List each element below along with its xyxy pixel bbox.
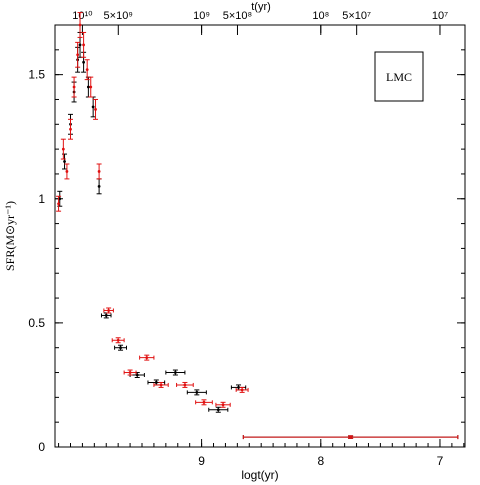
red-data-point <box>60 138 66 160</box>
black-data-point <box>96 178 102 195</box>
red-data-point <box>75 41 81 68</box>
data-layer <box>56 12 459 440</box>
top-tick-label: 10¹⁰ <box>72 10 93 22</box>
marker <box>145 356 149 360</box>
top-tick-label: 10⁷ <box>432 10 448 22</box>
marker <box>72 85 76 89</box>
marker <box>128 371 132 374</box>
red-data-point <box>56 195 62 212</box>
x-axis-label: logt(yr) <box>241 468 278 482</box>
red-data-point <box>242 435 459 440</box>
left-tick-label: 1.5 <box>28 68 45 82</box>
marker <box>173 371 177 374</box>
bottom-tick-label: 7 <box>437 454 444 468</box>
marker <box>63 160 66 163</box>
black-data-point <box>186 389 207 396</box>
red-data-point <box>153 381 169 388</box>
marker <box>97 184 101 188</box>
legend-box <box>374 51 424 102</box>
y-axis-label: SFR(M⊙yr⁻¹) <box>3 201 17 271</box>
red-data-point <box>64 163 70 180</box>
marker <box>202 400 206 404</box>
bottom-tick-label: 9 <box>198 454 205 468</box>
top-tick-label: 10⁸ <box>312 10 329 22</box>
marker <box>94 108 97 111</box>
marker <box>91 105 95 109</box>
red-data-point <box>88 76 94 98</box>
left-tick-label: 1 <box>38 192 45 206</box>
red-data-point <box>111 337 125 344</box>
marker <box>116 338 120 342</box>
red-data-point <box>123 369 137 376</box>
marker <box>82 43 86 47</box>
red-data-point <box>96 163 102 180</box>
marker <box>104 314 108 317</box>
marker <box>240 388 244 392</box>
marker <box>78 23 82 27</box>
red-data-point <box>103 307 114 314</box>
marker <box>237 386 240 389</box>
top-tick-label: 10⁹ <box>193 10 210 22</box>
marker <box>86 85 90 89</box>
top-tick-label: 5×10⁸ <box>223 10 252 22</box>
black-data-point <box>62 153 68 170</box>
red-data-point <box>67 118 73 140</box>
plot-frame <box>54 24 466 448</box>
legend-box-label: LMC <box>386 70 412 84</box>
red-data-point <box>195 399 213 406</box>
red-data-point <box>176 381 194 388</box>
marker <box>97 170 101 173</box>
marker <box>78 43 82 47</box>
marker <box>195 390 199 394</box>
marker <box>82 60 86 64</box>
marker <box>107 309 111 312</box>
red-data-point <box>81 31 87 58</box>
black-data-point <box>100 312 112 319</box>
red-data-point <box>215 401 231 408</box>
red-data-point <box>77 12 83 38</box>
marker <box>154 381 158 384</box>
marker <box>89 85 93 89</box>
marker <box>119 346 122 350</box>
black-data-point <box>165 369 186 376</box>
marker <box>76 53 80 57</box>
marker <box>216 408 220 412</box>
red-data-point <box>235 386 249 393</box>
marker <box>65 170 69 173</box>
marker <box>183 383 187 387</box>
top-tick-label: 5×10⁹ <box>104 10 134 22</box>
marker <box>349 435 352 439</box>
black-data-point <box>114 344 128 351</box>
bottom-tick-label: 8 <box>317 454 324 468</box>
marker <box>57 202 60 206</box>
top-tick-label: 5×10⁷ <box>342 10 371 22</box>
top-axis-label: t(yr) <box>251 1 271 13</box>
marker <box>159 383 163 387</box>
red-data-point <box>139 354 155 361</box>
ticks-layer: 9 8 7 0 0.5 1 1.5 10¹⁰ 5×10⁹ 10⁹ 5×10⁸ 10⁸ 5×10⁷ 10⁷ <box>28 10 465 468</box>
left-tick-label: 0 <box>38 440 45 454</box>
red-data-point <box>84 59 90 81</box>
marker <box>69 127 72 131</box>
left-tick-label: 0.5 <box>28 316 45 330</box>
marker <box>85 68 89 72</box>
red-data-point <box>71 76 77 98</box>
marker <box>61 147 65 151</box>
black-data-point <box>208 406 229 413</box>
red-data-point <box>93 98 99 120</box>
marker <box>221 403 225 407</box>
